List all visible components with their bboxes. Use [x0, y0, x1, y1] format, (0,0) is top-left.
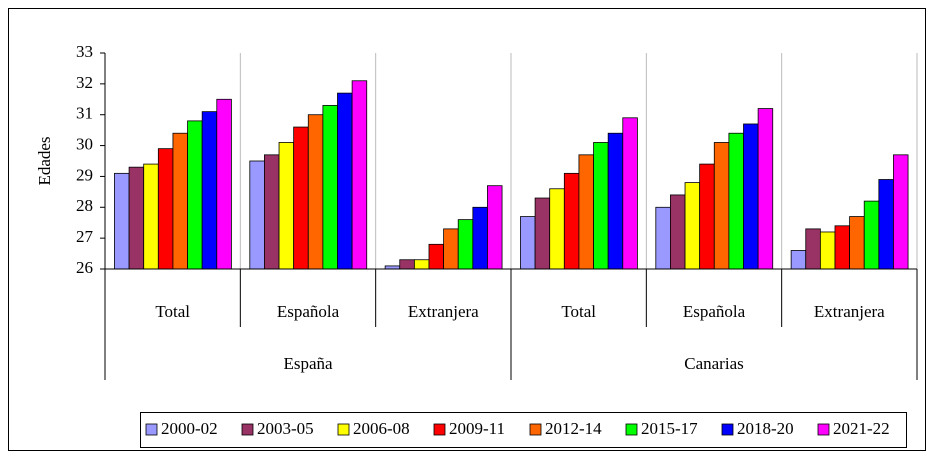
bar	[534, 197, 551, 270]
bar	[757, 108, 774, 270]
bar	[172, 132, 188, 270]
bar	[187, 120, 203, 270]
bar	[143, 163, 159, 270]
y-tick-label: 27	[76, 227, 94, 246]
bar	[805, 228, 821, 270]
legend-swatch	[145, 423, 158, 436]
group-label: Canarias	[684, 354, 743, 373]
bar	[878, 179, 894, 270]
bar	[216, 98, 232, 270]
bar	[293, 126, 309, 270]
x-tick-label: Extranjera	[814, 302, 885, 321]
bar	[893, 154, 909, 270]
group-label: España	[283, 354, 333, 373]
bar	[607, 132, 624, 270]
legend-label: 2003-05	[257, 419, 314, 438]
bar	[307, 114, 324, 270]
bar	[428, 243, 445, 270]
bar	[413, 259, 430, 270]
x-tick-label: Española	[277, 302, 340, 321]
y-tick-label: 29	[76, 165, 93, 184]
bar	[622, 117, 638, 270]
legend-label: 2012-14	[545, 419, 602, 438]
bar	[472, 206, 488, 270]
bar	[114, 172, 130, 270]
bar	[337, 92, 353, 270]
bar	[699, 163, 715, 270]
bar	[264, 154, 280, 270]
bar	[728, 132, 744, 270]
bar	[655, 206, 671, 270]
bar	[593, 142, 609, 270]
y-tick-label: 32	[76, 73, 93, 92]
legend-label: 2000-02	[161, 419, 218, 438]
bar	[849, 216, 865, 270]
bar	[487, 185, 503, 270]
legend-box	[140, 412, 907, 448]
bar	[322, 105, 338, 270]
y-tick-label: 26	[76, 258, 93, 277]
legend-label: 2021-22	[833, 419, 890, 438]
legend-swatch	[625, 423, 638, 436]
bar	[549, 188, 565, 270]
x-tick-label: Extranjera	[408, 302, 479, 321]
chart-border	[8, 8, 926, 451]
bar	[399, 259, 415, 270]
legend-swatch	[337, 423, 350, 436]
bar	[819, 231, 836, 270]
bar	[201, 111, 218, 270]
x-tick-label: Española	[683, 302, 746, 321]
bar	[863, 200, 880, 270]
bar	[249, 160, 265, 270]
legend-label: 2006-08	[353, 419, 410, 438]
legend-swatch	[433, 423, 446, 436]
bar	[563, 172, 580, 270]
bar	[457, 219, 474, 270]
y-tick-label: 31	[76, 104, 93, 123]
legend-swatch	[817, 423, 830, 436]
bar	[443, 228, 459, 270]
x-tick-label: Total	[561, 302, 596, 321]
bar	[684, 182, 701, 270]
bar	[520, 216, 536, 270]
bar	[278, 142, 295, 270]
x-tick-label: Total	[155, 302, 190, 321]
y-tick-label: 30	[76, 134, 93, 153]
bar	[790, 250, 807, 270]
y-tick-label: 33	[76, 42, 93, 61]
y-axis-title: Edades	[35, 136, 54, 185]
legend-label: 2018-20	[737, 419, 794, 438]
legend-swatch	[721, 423, 734, 436]
legend-swatch	[529, 423, 542, 436]
bar	[157, 148, 174, 270]
legend-label: 2015-17	[641, 419, 698, 438]
bar	[834, 225, 851, 270]
bar	[713, 142, 730, 270]
bar	[578, 154, 594, 270]
bar	[743, 123, 759, 270]
legend-label: 2009-11	[449, 419, 505, 438]
y-tick-label: 28	[76, 196, 93, 215]
bar	[351, 80, 368, 270]
bar	[670, 194, 686, 270]
bar	[128, 166, 145, 270]
legend-swatch	[241, 423, 254, 436]
